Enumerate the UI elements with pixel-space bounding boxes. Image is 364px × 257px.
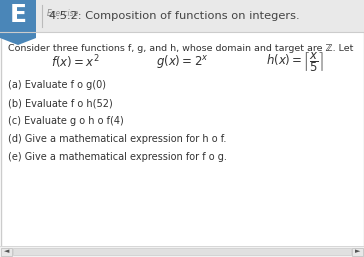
Polygon shape: [0, 38, 36, 45]
FancyBboxPatch shape: [1, 247, 12, 255]
Text: Exercise: Exercise: [47, 9, 79, 18]
FancyBboxPatch shape: [0, 0, 364, 32]
FancyBboxPatch shape: [352, 247, 363, 255]
Text: $f(x) = x^2$: $f(x) = x^2$: [51, 53, 99, 71]
Text: 4.5.2: Composition of functions on integers.: 4.5.2: Composition of functions on integ…: [49, 11, 300, 21]
Text: ►: ►: [355, 249, 360, 254]
Text: (c) Evaluate g o h o f(4): (c) Evaluate g o h o f(4): [8, 116, 124, 126]
FancyBboxPatch shape: [13, 248, 351, 255]
Text: (a) Evaluate f o g(0): (a) Evaluate f o g(0): [8, 80, 106, 90]
Text: (e) Give a mathematical expression for f o g.: (e) Give a mathematical expression for f…: [8, 152, 227, 162]
Text: E: E: [9, 3, 27, 27]
FancyBboxPatch shape: [0, 0, 36, 38]
Text: $h(x) = \left\lceil \dfrac{x}{5} \right\rceil$: $h(x) = \left\lceil \dfrac{x}{5} \right\…: [266, 50, 324, 74]
Text: ◄: ◄: [4, 249, 9, 254]
Text: (b) Evaluate f o h(52): (b) Evaluate f o h(52): [8, 98, 113, 108]
Text: (d) Give a mathematical expression for h o f.: (d) Give a mathematical expression for h…: [8, 134, 226, 144]
FancyBboxPatch shape: [0, 246, 364, 257]
Text: $g(x) = 2^x$: $g(x) = 2^x$: [156, 53, 208, 70]
Text: Consider three functions f, g, and h, whose domain and target are ℤ. Let: Consider three functions f, g, and h, wh…: [8, 44, 353, 53]
